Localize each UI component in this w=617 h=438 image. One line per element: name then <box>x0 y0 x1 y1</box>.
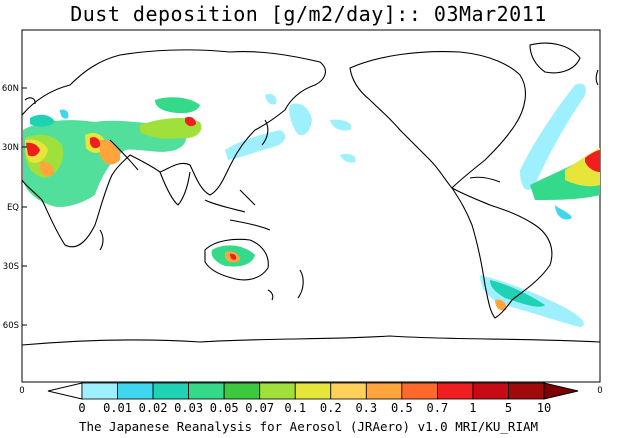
colorbar-arrow-high <box>543 382 579 400</box>
lon-label-left: 0 <box>19 386 24 396</box>
colorbar-label: 0.5 <box>391 401 413 415</box>
colorbar-box <box>401 382 438 400</box>
colorbar-box <box>508 382 545 400</box>
colorbar-box <box>188 382 225 400</box>
colorbar-box <box>330 382 367 400</box>
colorbar-label: 0.7 <box>427 401 449 415</box>
map-frame <box>21 29 601 383</box>
colorbar-arrow-low <box>47 382 83 400</box>
colorbar-label: 0 <box>78 401 85 415</box>
colorbar-box <box>436 382 474 400</box>
map-title: Dust deposition [g/m2/day]:: 03Mar2011 <box>70 2 547 26</box>
colorbar-box <box>472 382 509 400</box>
colorbar-label: 0.05 <box>210 401 239 415</box>
dust-field <box>23 83 600 327</box>
coastlines <box>21 42 601 346</box>
lat-ticks <box>22 87 27 326</box>
colorbar-box <box>259 382 296 400</box>
colorbar-box <box>294 382 332 400</box>
colorbar-label: 0.02 <box>139 401 168 415</box>
colorbar-label: 0.03 <box>174 401 203 415</box>
colorbar-box <box>365 382 403 400</box>
colorbar-label: 0.07 <box>245 401 274 415</box>
lon-label-right: 0 <box>597 386 602 396</box>
colorbar-label: 5 <box>505 401 512 415</box>
colorbar-box <box>152 382 190 400</box>
lat-label-60s: 60S <box>3 321 19 331</box>
colorbar-label: 0.01 <box>103 401 132 415</box>
lat-label-30n: 30N <box>2 143 19 153</box>
lat-label-60n: 60N <box>2 84 19 94</box>
colorbar-box <box>223 382 261 400</box>
footer-credit: The Japanese Reanalysis for Aerosol (JRA… <box>78 419 539 434</box>
colorbar-label: 10 <box>537 401 551 415</box>
lat-label-eq: EQ <box>7 203 19 213</box>
colorbar-boxes <box>47 382 579 400</box>
colorbar-label: 1 <box>469 401 476 415</box>
colorbar-label: 0.3 <box>355 401 377 415</box>
colorbar-label: 0.2 <box>320 401 342 415</box>
colorbar-label: 0.1 <box>284 401 306 415</box>
colorbar-box <box>81 382 118 400</box>
colorbar-box <box>117 382 154 400</box>
colorbar-labels: 0 0.01 0.02 0.03 0.05 0.07 0.1 0.2 0.3 0.5 0.7 1 5 10 <box>78 401 551 415</box>
lat-label-30s: 30S <box>3 262 19 272</box>
